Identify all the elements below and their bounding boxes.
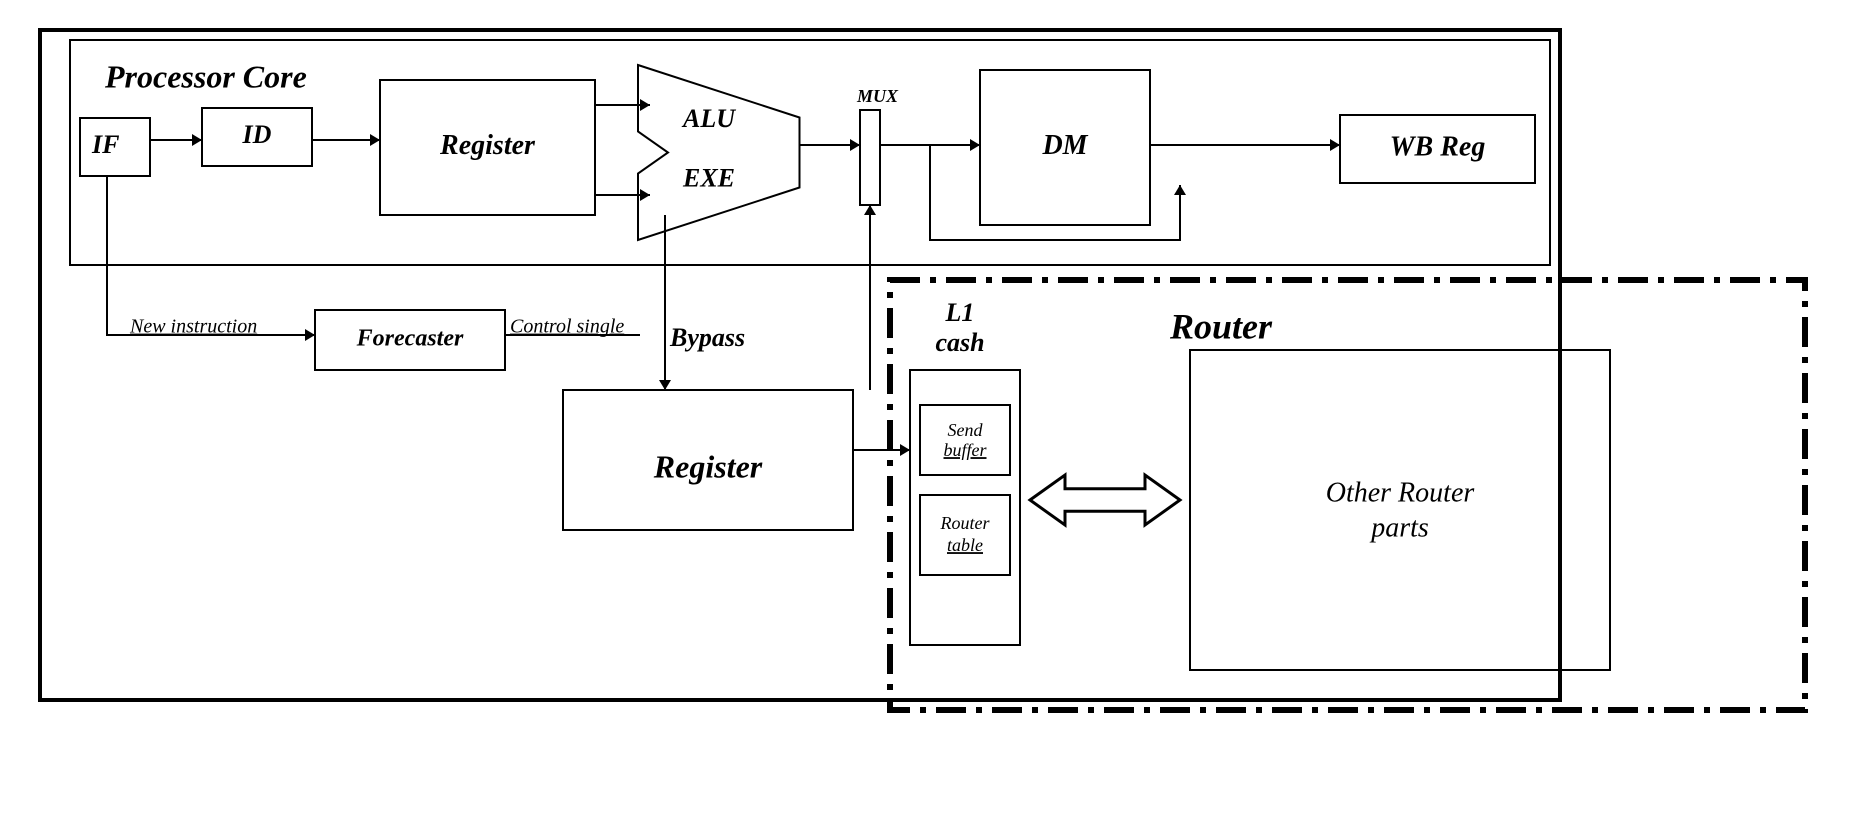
l1-cash-label-1: L1 [945,298,975,327]
wbreg-label: WB Reg [1390,131,1486,162]
l1-cash-label-2: cash [935,328,984,357]
mux-label: MUX [856,86,899,106]
bypass-label: Bypass [669,323,745,352]
if-label: IF [91,130,119,159]
other-router-parts-label-1: Other Router [1326,477,1475,508]
other-router-parts-label-2: parts [1369,512,1429,543]
processor-diagram: Processor Core Router IF ID Register ALU EXE MU… [10,10,1849,807]
send-buffer-label-2: buffer [944,440,988,460]
id-label: ID [242,120,272,149]
register1-label: Register [439,130,536,161]
router-title: Router [1169,306,1273,346]
double-arrow-icon [1030,475,1180,525]
register2-label: Register [653,448,763,484]
router-table-label-1: Router [940,513,991,533]
alu-label: ALU [681,104,736,133]
forecaster-label: Forecaster [356,326,464,352]
send-buffer-label-1: Send [948,420,984,440]
dm-label: DM [1041,130,1088,161]
exe-label: EXE [682,163,735,192]
router-table-label-2: table [947,535,983,555]
processor-core-title: Processor Core [104,58,307,94]
